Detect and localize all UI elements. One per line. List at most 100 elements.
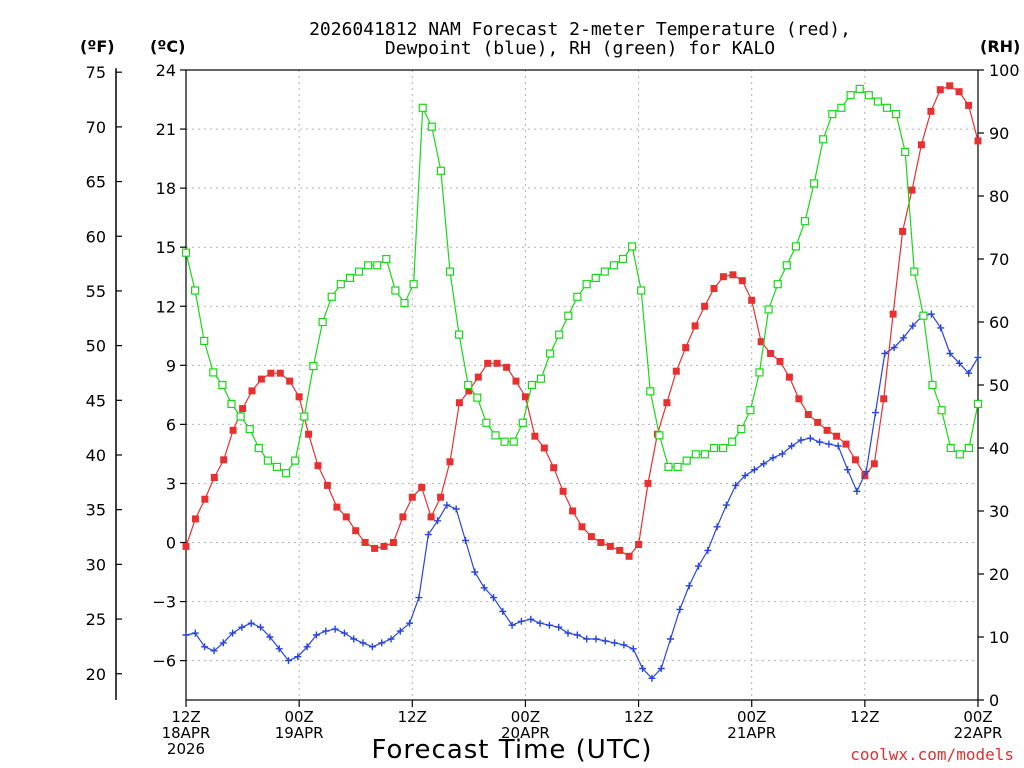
x-tick-label: 18APR — [162, 724, 211, 742]
x-tick-label: 20APR — [501, 724, 550, 742]
rh-point — [682, 456, 691, 465]
dewpoint-point — [312, 631, 320, 639]
dewpoint-point — [862, 468, 870, 476]
temperature-point — [833, 432, 841, 440]
dewpoint-point — [350, 635, 358, 643]
rh-point — [263, 456, 272, 465]
celsius-tick-label: 3 — [166, 474, 176, 493]
rh-point — [200, 336, 209, 345]
rh-point — [819, 135, 828, 144]
temperature-point — [493, 359, 501, 367]
temperature-point — [606, 542, 614, 550]
temperature-point — [587, 533, 595, 541]
dewpoint-point — [909, 322, 917, 330]
temperature-point — [738, 277, 746, 285]
dewpoint-point — [424, 531, 432, 539]
temperature-point — [437, 493, 445, 501]
dewpoint-point — [648, 674, 656, 682]
dewpoint-point — [340, 629, 348, 637]
temperature-point — [823, 426, 831, 434]
dewpoint-point — [657, 665, 665, 672]
rh-point — [846, 91, 855, 100]
dewpoint-point — [555, 623, 563, 631]
temperature-point — [785, 373, 793, 381]
temperature-point — [323, 481, 331, 489]
rh-point — [637, 286, 646, 295]
celsius-tick-label: −6 — [152, 652, 176, 671]
dewpoint-point — [368, 643, 376, 651]
rh-point — [891, 109, 901, 119]
dewpoint-point — [499, 607, 507, 615]
rh-point — [509, 437, 518, 446]
dewpoint-point — [322, 627, 330, 635]
rh-point — [227, 399, 236, 408]
dewpoint-point — [573, 631, 581, 639]
fahrenheit-tick-label: 35 — [86, 501, 106, 520]
temperature-point — [974, 137, 982, 145]
temperature-point — [597, 539, 605, 546]
dewpoint-point — [517, 617, 525, 625]
celsius-tick-label: 9 — [166, 356, 176, 375]
dewpoint-point — [294, 653, 302, 661]
celsius-tick-label: 18 — [156, 179, 176, 198]
chart-title-line1: 2026041812 NAM Forecast 2-meter Temperat… — [309, 19, 851, 40]
dewpoint-point — [853, 487, 861, 495]
rh-tick-label: 70 — [989, 250, 1009, 269]
temperature-point — [804, 411, 812, 418]
rh-tick-label: 0 — [989, 691, 999, 710]
x-tick-label: 00Z — [963, 708, 992, 726]
temperature-point — [880, 395, 888, 403]
dewpoint-point — [927, 310, 935, 318]
rh-point — [618, 254, 628, 264]
x-tick-label: 2026 — [167, 740, 205, 758]
fahrenheit-tick-label: 20 — [86, 665, 106, 684]
rh-point — [718, 443, 728, 453]
temperature-point — [201, 495, 209, 503]
temperature-point — [635, 541, 643, 548]
temperature-point — [220, 456, 228, 464]
x-tick-label: 19APR — [275, 724, 324, 742]
rh-point — [336, 280, 345, 289]
rh-point — [445, 267, 455, 276]
rh-point — [928, 380, 937, 390]
rh-tick-label: 40 — [989, 439, 1009, 458]
temperature-point — [757, 338, 765, 346]
fahrenheit-tick-label: 55 — [86, 282, 106, 301]
rh-tick-label: 90 — [989, 124, 1009, 143]
rh-point — [773, 280, 782, 289]
dewpoint-point — [620, 641, 628, 649]
rh-point — [755, 368, 764, 377]
temperature-point — [625, 552, 633, 560]
celsius-tick-label: 12 — [156, 297, 176, 316]
temperature-point — [305, 430, 313, 438]
temperature-point — [191, 515, 199, 523]
dewpoint-point — [182, 631, 190, 639]
dewpoint-point — [788, 442, 796, 450]
dewpoint-point — [592, 635, 600, 643]
dewpoint-point — [685, 582, 693, 590]
temperature-point — [540, 444, 548, 452]
temperature-point — [663, 399, 671, 407]
rh-point — [946, 443, 955, 453]
rh-line — [185, 88, 979, 475]
temperature-point — [465, 387, 473, 395]
dewpoint-point — [303, 643, 311, 651]
rh-point — [737, 425, 746, 434]
temperature-point — [531, 432, 539, 440]
celsius-tick-label: 15 — [156, 238, 176, 257]
dewpoint-point — [434, 517, 442, 525]
rh-point — [828, 109, 837, 119]
dewpoint-point — [611, 639, 619, 647]
rh-point — [609, 261, 619, 270]
rh-point — [664, 462, 673, 471]
dewpoint-point — [396, 627, 404, 635]
rh-point — [791, 242, 801, 251]
dewpoint-point — [713, 523, 721, 531]
dewpoint-point — [191, 629, 199, 637]
temperature-point — [889, 310, 897, 318]
temperature-point — [333, 503, 341, 511]
dewpoint-point — [471, 568, 479, 576]
rh-point — [545, 349, 555, 358]
temperature-point — [908, 186, 916, 194]
